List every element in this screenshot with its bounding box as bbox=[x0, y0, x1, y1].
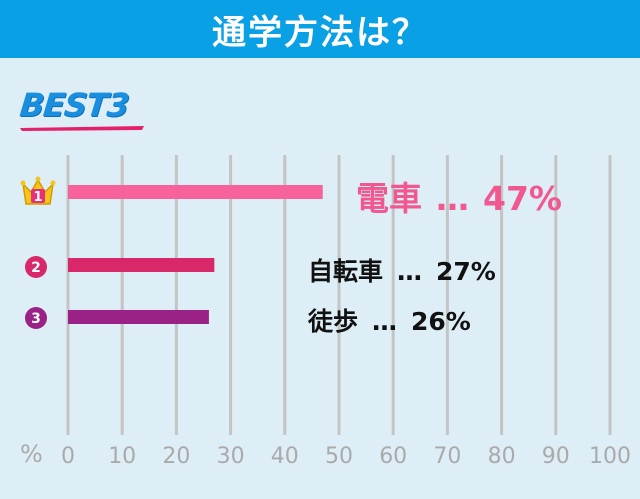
page-title: 通学方法は？ bbox=[0, 0, 640, 58]
rank-2-number: 2 bbox=[31, 260, 41, 276]
x-tick-label: 0 bbox=[61, 444, 75, 469]
rank-3-number: 3 bbox=[31, 311, 41, 327]
value-label-1: 47% bbox=[483, 179, 562, 218]
separator-2: … bbox=[397, 257, 423, 286]
row-label-1: 電車 … 47% bbox=[356, 172, 562, 220]
x-tick-label: 60 bbox=[379, 444, 407, 469]
bar-2 bbox=[68, 258, 215, 272]
x-tick-label: 90 bbox=[542, 444, 570, 469]
best3-underline bbox=[20, 126, 144, 131]
row-label-3: 徒歩 … 26% bbox=[308, 302, 471, 338]
separator-3: … bbox=[372, 307, 398, 336]
axis-unit-label: % bbox=[20, 440, 43, 468]
crown-rank-1-icon: 1 bbox=[20, 176, 56, 205]
rank-3-icon: 3 bbox=[25, 307, 47, 329]
x-tick-label: 20 bbox=[162, 444, 190, 469]
rank-1-number: 1 bbox=[33, 190, 42, 205]
bar-1 bbox=[68, 185, 323, 199]
x-tick-label: 70 bbox=[433, 444, 461, 469]
x-tick-label: 10 bbox=[108, 444, 136, 469]
category-label-1: 電車 bbox=[356, 179, 422, 218]
x-tick-label: 30 bbox=[217, 444, 245, 469]
x-tick-label: 40 bbox=[271, 444, 299, 469]
row-label-2: 自転車 … 27% bbox=[308, 252, 496, 288]
separator-1: … bbox=[436, 179, 469, 218]
value-label-2: 27% bbox=[436, 257, 496, 286]
rank-2-icon: 2 bbox=[25, 256, 47, 278]
bar-3 bbox=[68, 310, 209, 324]
x-tick-label: 80 bbox=[488, 444, 516, 469]
x-tick-label: 100 bbox=[589, 444, 631, 469]
category-label-3: 徒歩 bbox=[308, 307, 359, 336]
category-label-2: 自転車 bbox=[308, 257, 384, 286]
value-label-3: 26% bbox=[411, 307, 471, 336]
x-tick-label: 50 bbox=[325, 444, 353, 469]
